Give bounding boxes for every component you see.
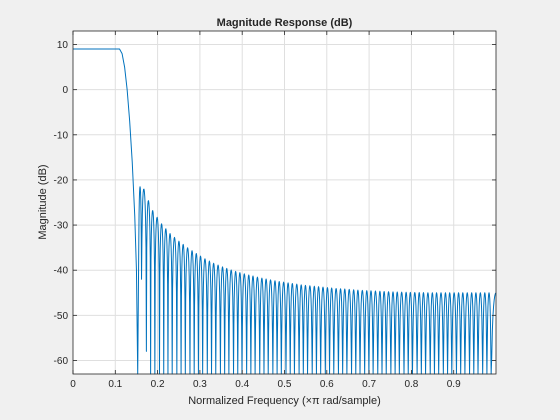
y-tick-label: -40 bbox=[54, 266, 69, 277]
x-tick-label: 0.3 bbox=[193, 379, 207, 390]
y-tick-label: 0 bbox=[62, 85, 68, 96]
x-tick-label: 0.9 bbox=[447, 379, 461, 390]
y-tick-label: -10 bbox=[54, 130, 69, 141]
x-tick-label: 0.1 bbox=[108, 379, 122, 390]
y-axis-label: Magnitude (dB) bbox=[37, 164, 49, 239]
y-tick-label: -50 bbox=[54, 311, 69, 322]
x-tick-label: 0.4 bbox=[235, 379, 249, 390]
y-tick-label: -30 bbox=[54, 221, 69, 232]
y-tick-label: 10 bbox=[57, 40, 69, 51]
y-tick-label: -60 bbox=[54, 356, 69, 367]
x-tick-label: 0.6 bbox=[320, 379, 334, 390]
x-tick-label: 0.2 bbox=[151, 379, 165, 390]
y-tick-label: -20 bbox=[54, 175, 69, 186]
x-tick-label: 0 bbox=[70, 379, 76, 390]
magnitude-response-line bbox=[73, 48, 497, 375]
x-tick-label: 0.7 bbox=[362, 379, 376, 390]
chart-title: Magnitude Response (dB) bbox=[217, 17, 353, 29]
plot-area bbox=[73, 48, 497, 375]
x-axis-label: Normalized Frequency (×π rad/sample) bbox=[188, 395, 381, 407]
axis-ticks: 0 0.1 0.2 0.3 0.4 0.5 0.6 0.7 0.8 0.9 10 0 -10 -20 -30… bbox=[54, 31, 496, 390]
x-tick-label: 0.5 bbox=[278, 379, 292, 390]
x-tick-label: 0.8 bbox=[404, 379, 418, 390]
grid-lines bbox=[73, 31, 496, 374]
